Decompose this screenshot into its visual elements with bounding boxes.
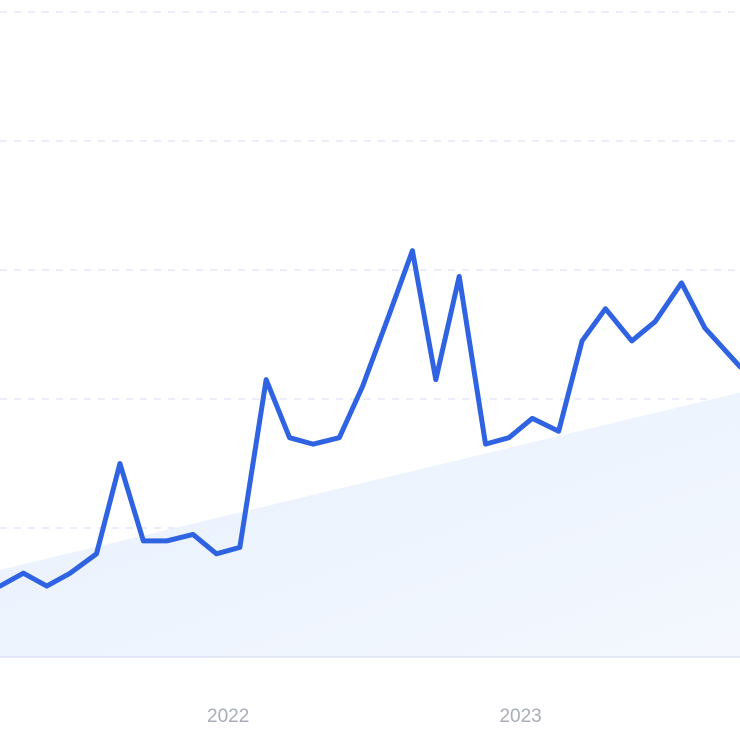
x-tick-label: 2023 [499,706,541,727]
x-tick-label: 2022 [207,706,249,727]
trend-area [0,392,740,657]
data-points [0,250,740,587]
x-axis-tick-labels: 2022 2023 [207,706,542,727]
